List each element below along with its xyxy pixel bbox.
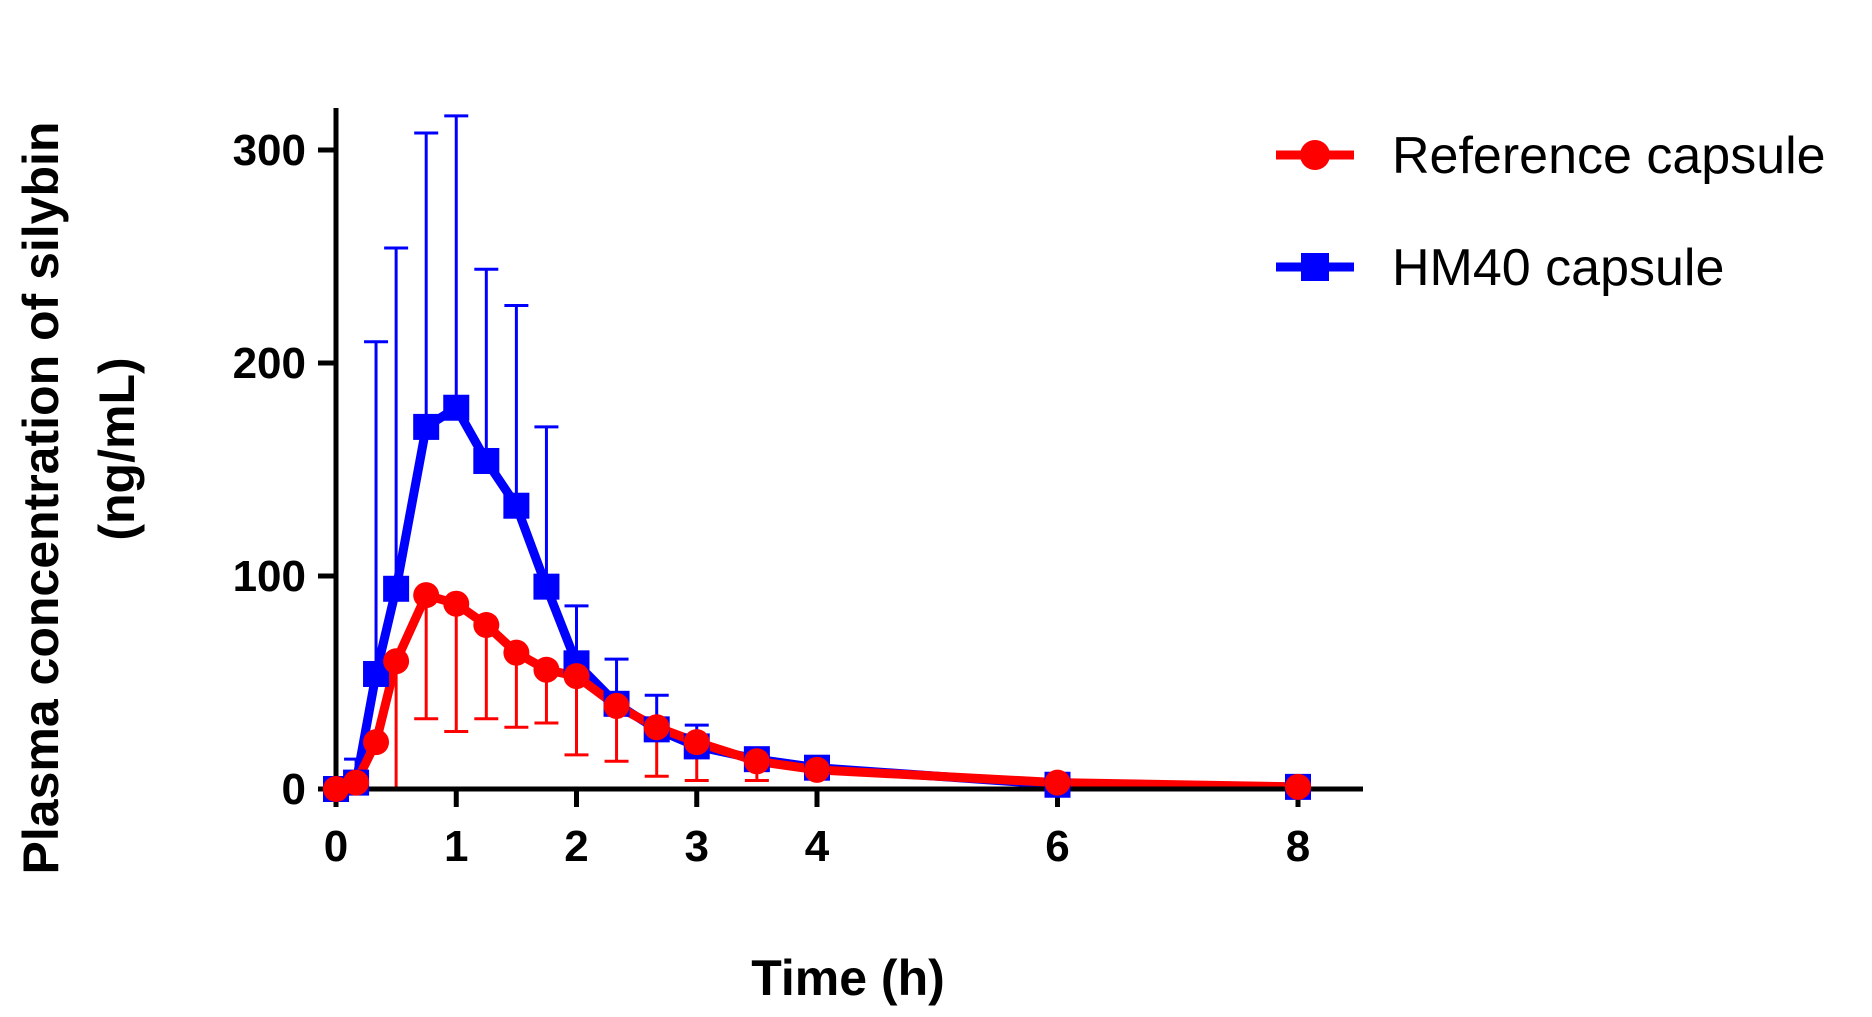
- data-point-hm40: [443, 394, 470, 421]
- error-bar-hm40: [444, 114, 469, 408]
- data-point-hm40: [413, 413, 440, 440]
- x-tick-label: 8: [1286, 822, 1310, 871]
- data-point-reference: [323, 776, 349, 802]
- x-tick-label: 2: [564, 822, 588, 871]
- data-point-reference: [603, 692, 630, 719]
- data-point-hm40: [533, 573, 560, 600]
- error-bar-hm40: [504, 303, 529, 506]
- error-bar-reference: [564, 676, 589, 757]
- x-axis-title: Time (h): [751, 950, 945, 1006]
- legend-item-reference: Reference capsule: [1276, 127, 1826, 185]
- error-bar-hm40: [534, 425, 559, 587]
- marker-layer: [323, 394, 1311, 802]
- data-point-reference: [743, 748, 770, 775]
- y-axis-title-line1: Plasma concentration of silybin: [13, 122, 69, 875]
- data-point-reference: [1044, 769, 1071, 796]
- data-point-reference: [503, 639, 530, 666]
- data-point-reference: [563, 663, 590, 690]
- error-bar-reference: [414, 595, 439, 721]
- x-tick-label: 4: [805, 822, 830, 871]
- x-tick-label: 6: [1045, 822, 1069, 871]
- data-point-hm40: [473, 447, 500, 474]
- label-layer: 0 100 200 300 0 1 2 3 4 6 8: [233, 126, 1311, 871]
- data-point-reference: [413, 582, 440, 609]
- data-point-reference: [1285, 773, 1311, 800]
- x-tick-label: 0: [324, 822, 348, 871]
- data-point-reference: [363, 729, 390, 756]
- data-point-reference: [643, 714, 670, 741]
- data-point-reference: [383, 648, 410, 675]
- data-point-reference: [533, 656, 560, 683]
- y-tick-label: 300: [233, 126, 306, 175]
- legend-item-hm40: HM40 capsule: [1276, 239, 1724, 297]
- legend-label-hm40: HM40 capsule: [1392, 239, 1724, 297]
- x-tick-label: 1: [444, 822, 468, 871]
- legend: Reference capsule HM40 capsule: [1276, 127, 1826, 297]
- legend-marker-hm40: [1301, 253, 1329, 281]
- error-bar-hm40: [384, 246, 409, 589]
- legend-label-reference: Reference capsule: [1392, 127, 1826, 185]
- error-bar-hm40: [474, 267, 499, 461]
- data-point-hm40: [503, 492, 530, 519]
- data-point-hm40: [383, 575, 410, 602]
- error-bar-reference: [444, 603, 469, 733]
- data-point-reference: [473, 611, 500, 638]
- y-tick-label: 100: [233, 552, 306, 601]
- data-point-reference: [804, 756, 830, 783]
- legend-marker-reference: [1300, 140, 1330, 170]
- data-point-reference: [443, 590, 470, 617]
- y-axis-title: Plasma concentration of silybin: [13, 122, 69, 875]
- y-axis-title-line2: (ng/mL): [89, 357, 145, 540]
- error-bar-layer: [344, 114, 769, 791]
- error-bar-reference: [474, 624, 499, 721]
- y-axis-title-units: (ng/mL): [89, 357, 145, 540]
- data-point-reference: [343, 769, 370, 796]
- y-tick-label: 200: [233, 339, 306, 388]
- data-point-reference: [683, 729, 710, 756]
- error-bar-hm40: [364, 340, 389, 674]
- error-bar-hm40: [414, 131, 439, 427]
- y-tick-label: 0: [282, 765, 306, 814]
- x-tick-label: 3: [685, 822, 709, 871]
